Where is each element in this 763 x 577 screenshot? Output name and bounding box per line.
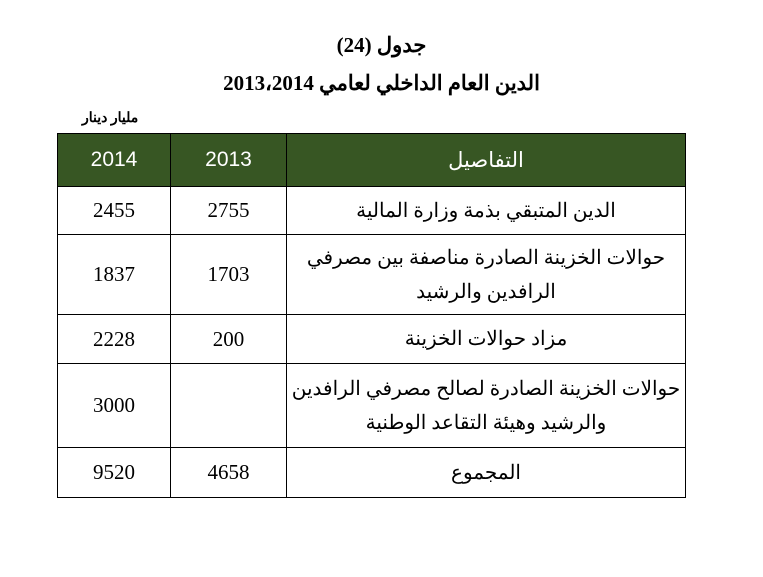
table-row: 3000 حوالات الخزينة الصادرة لصالح مصرفي … (57, 363, 686, 448)
unit-label: مليار دينار (82, 111, 139, 126)
table-main-title: الدين العام الداخلي لعامي 2013،2014 (223, 71, 540, 95)
cell-2013 (170, 363, 287, 448)
cell-2013: 200 (170, 314, 287, 364)
cell-2014: 3000 (57, 363, 171, 448)
cell-2013: 1703 (170, 234, 287, 315)
cell-details: حوالات الخزينة الصادرة لصالح مصرفي الراف… (286, 363, 686, 448)
domestic-debt-table: 2014 2013 التفاصيل 2455 2755 الدين المتب… (57, 133, 686, 498)
table-row-total: 9520 4658 المجموع (57, 447, 686, 498)
cell-2013: 2755 (170, 186, 287, 235)
cell-2014: 1837 (57, 234, 171, 315)
cell-2013: 4658 (170, 447, 287, 498)
cell-details: المجموع (286, 447, 686, 498)
header-2013: 2013 (170, 133, 287, 187)
table-header-row: 2014 2013 التفاصيل (57, 133, 686, 187)
cell-2014: 2455 (57, 186, 171, 235)
cell-2014: 2228 (57, 314, 171, 364)
cell-details: حوالات الخزينة الصادرة مناصفة بين مصرفي … (286, 234, 686, 315)
table-row: 2455 2755 الدين المتبقي بذمة وزارة المال… (57, 186, 686, 235)
table-row: 2228 200 مزاد حوالات الخزينة (57, 314, 686, 364)
header-details: التفاصيل (286, 133, 686, 187)
header-2014: 2014 (57, 133, 171, 187)
table-row: 1837 1703 حوالات الخزينة الصادرة مناصفة … (57, 234, 686, 315)
cell-2014: 9520 (57, 447, 171, 498)
table-number-title: جدول (24) (336, 33, 427, 57)
cell-details: الدين المتبقي بذمة وزارة المالية (286, 186, 686, 235)
cell-details: مزاد حوالات الخزينة (286, 314, 686, 364)
